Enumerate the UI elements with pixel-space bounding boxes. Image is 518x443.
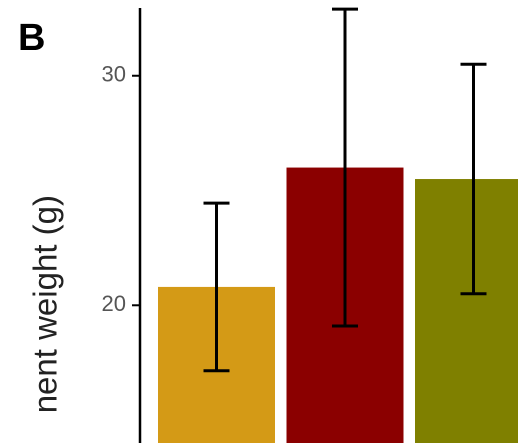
chart: B nent weight (g) 20 30	[0, 0, 518, 443]
bar	[415, 179, 518, 443]
y-tick-label: 20	[102, 291, 126, 316]
panel-label: B	[18, 17, 45, 59]
y-axis-label: nent weight (g)	[27, 195, 64, 413]
y-tick-label: 30	[102, 62, 126, 87]
